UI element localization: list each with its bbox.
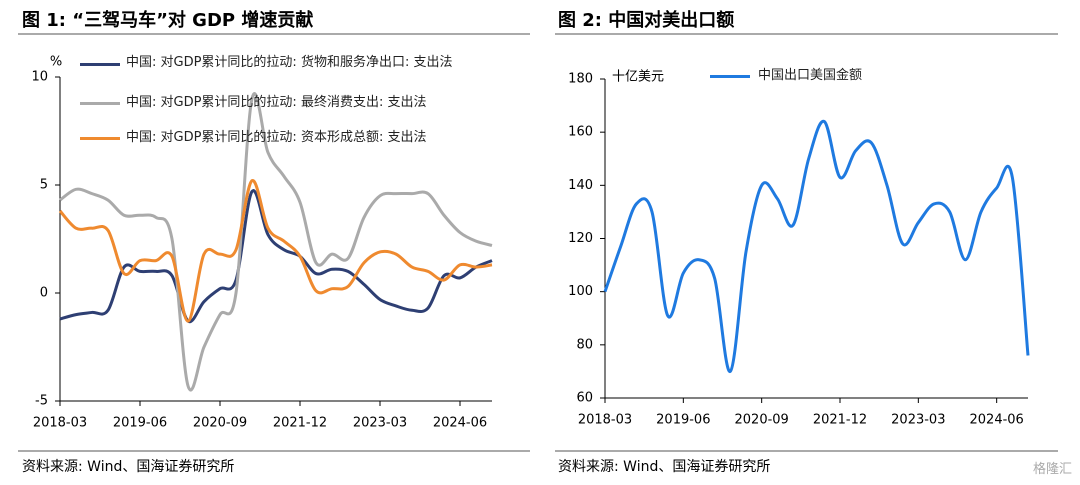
y-tick-label: 120 <box>568 231 593 246</box>
y-axis-label: % <box>50 55 62 70</box>
series-line <box>58 179 493 323</box>
x-tick-label: 2023-03 <box>353 416 407 431</box>
legend-swatch <box>80 63 120 66</box>
legend-swatch <box>80 137 120 140</box>
y-tick-label: 10 <box>31 70 48 85</box>
y-tick-label: 180 <box>568 72 593 87</box>
x-tick-label: 2021-12 <box>273 416 327 431</box>
legend-swatch <box>710 75 750 78</box>
source-note: 资料来源: Wind、国海证券研究所 <box>558 459 771 475</box>
y-tick-label: 5 <box>40 178 48 193</box>
series-line <box>59 189 493 324</box>
x-tick-label: 2020-09 <box>193 416 247 431</box>
watermark: 格隆汇 <box>1032 462 1072 477</box>
legend-swatch <box>80 102 120 105</box>
x-tick-label: 2020-09 <box>735 413 789 428</box>
x-tick-label: 2019-06 <box>656 413 710 428</box>
x-tick-label: 2024-06 <box>433 416 487 431</box>
y-tick-label: 0 <box>40 286 48 301</box>
y-axis-label: 十亿美元 <box>612 70 664 85</box>
source-note: 资料来源: Wind、国海证券研究所 <box>22 459 235 475</box>
y-tick-label: 160 <box>568 125 593 140</box>
x-tick-label: 2021-12 <box>813 413 867 428</box>
legend-label: 中国: 对GDP累计同比的拉动: 货物和服务净出口: 支出法 <box>126 55 453 70</box>
series-line <box>59 92 493 392</box>
y-tick-label: 140 <box>568 178 593 193</box>
chart-title: 图 2: 中国对美出口额 <box>558 10 735 31</box>
x-tick-label: 2024-06 <box>970 413 1024 428</box>
y-tick-label: 80 <box>576 337 593 352</box>
legend-label: 中国: 对GDP累计同比的拉动: 最终消费支出: 支出法 <box>126 95 427 110</box>
x-tick-label: 2018-03 <box>578 413 632 428</box>
x-tick-label: 2018-03 <box>33 416 87 431</box>
y-tick-label: 60 <box>576 391 593 406</box>
y-tick-label: -5 <box>35 394 48 409</box>
x-tick-label: 2019-06 <box>113 416 167 431</box>
legend-label: 中国出口美国金额 <box>758 68 863 83</box>
y-tick-label: 100 <box>568 284 593 299</box>
series-line <box>603 120 1030 373</box>
x-tick-label: 2023-03 <box>891 413 945 428</box>
chart-title: 图 1: “三驾马车”对 GDP 增速贡献 <box>22 10 314 31</box>
legend-label: 中国: 对GDP累计同比的拉动: 资本形成总额: 支出法 <box>126 130 427 145</box>
